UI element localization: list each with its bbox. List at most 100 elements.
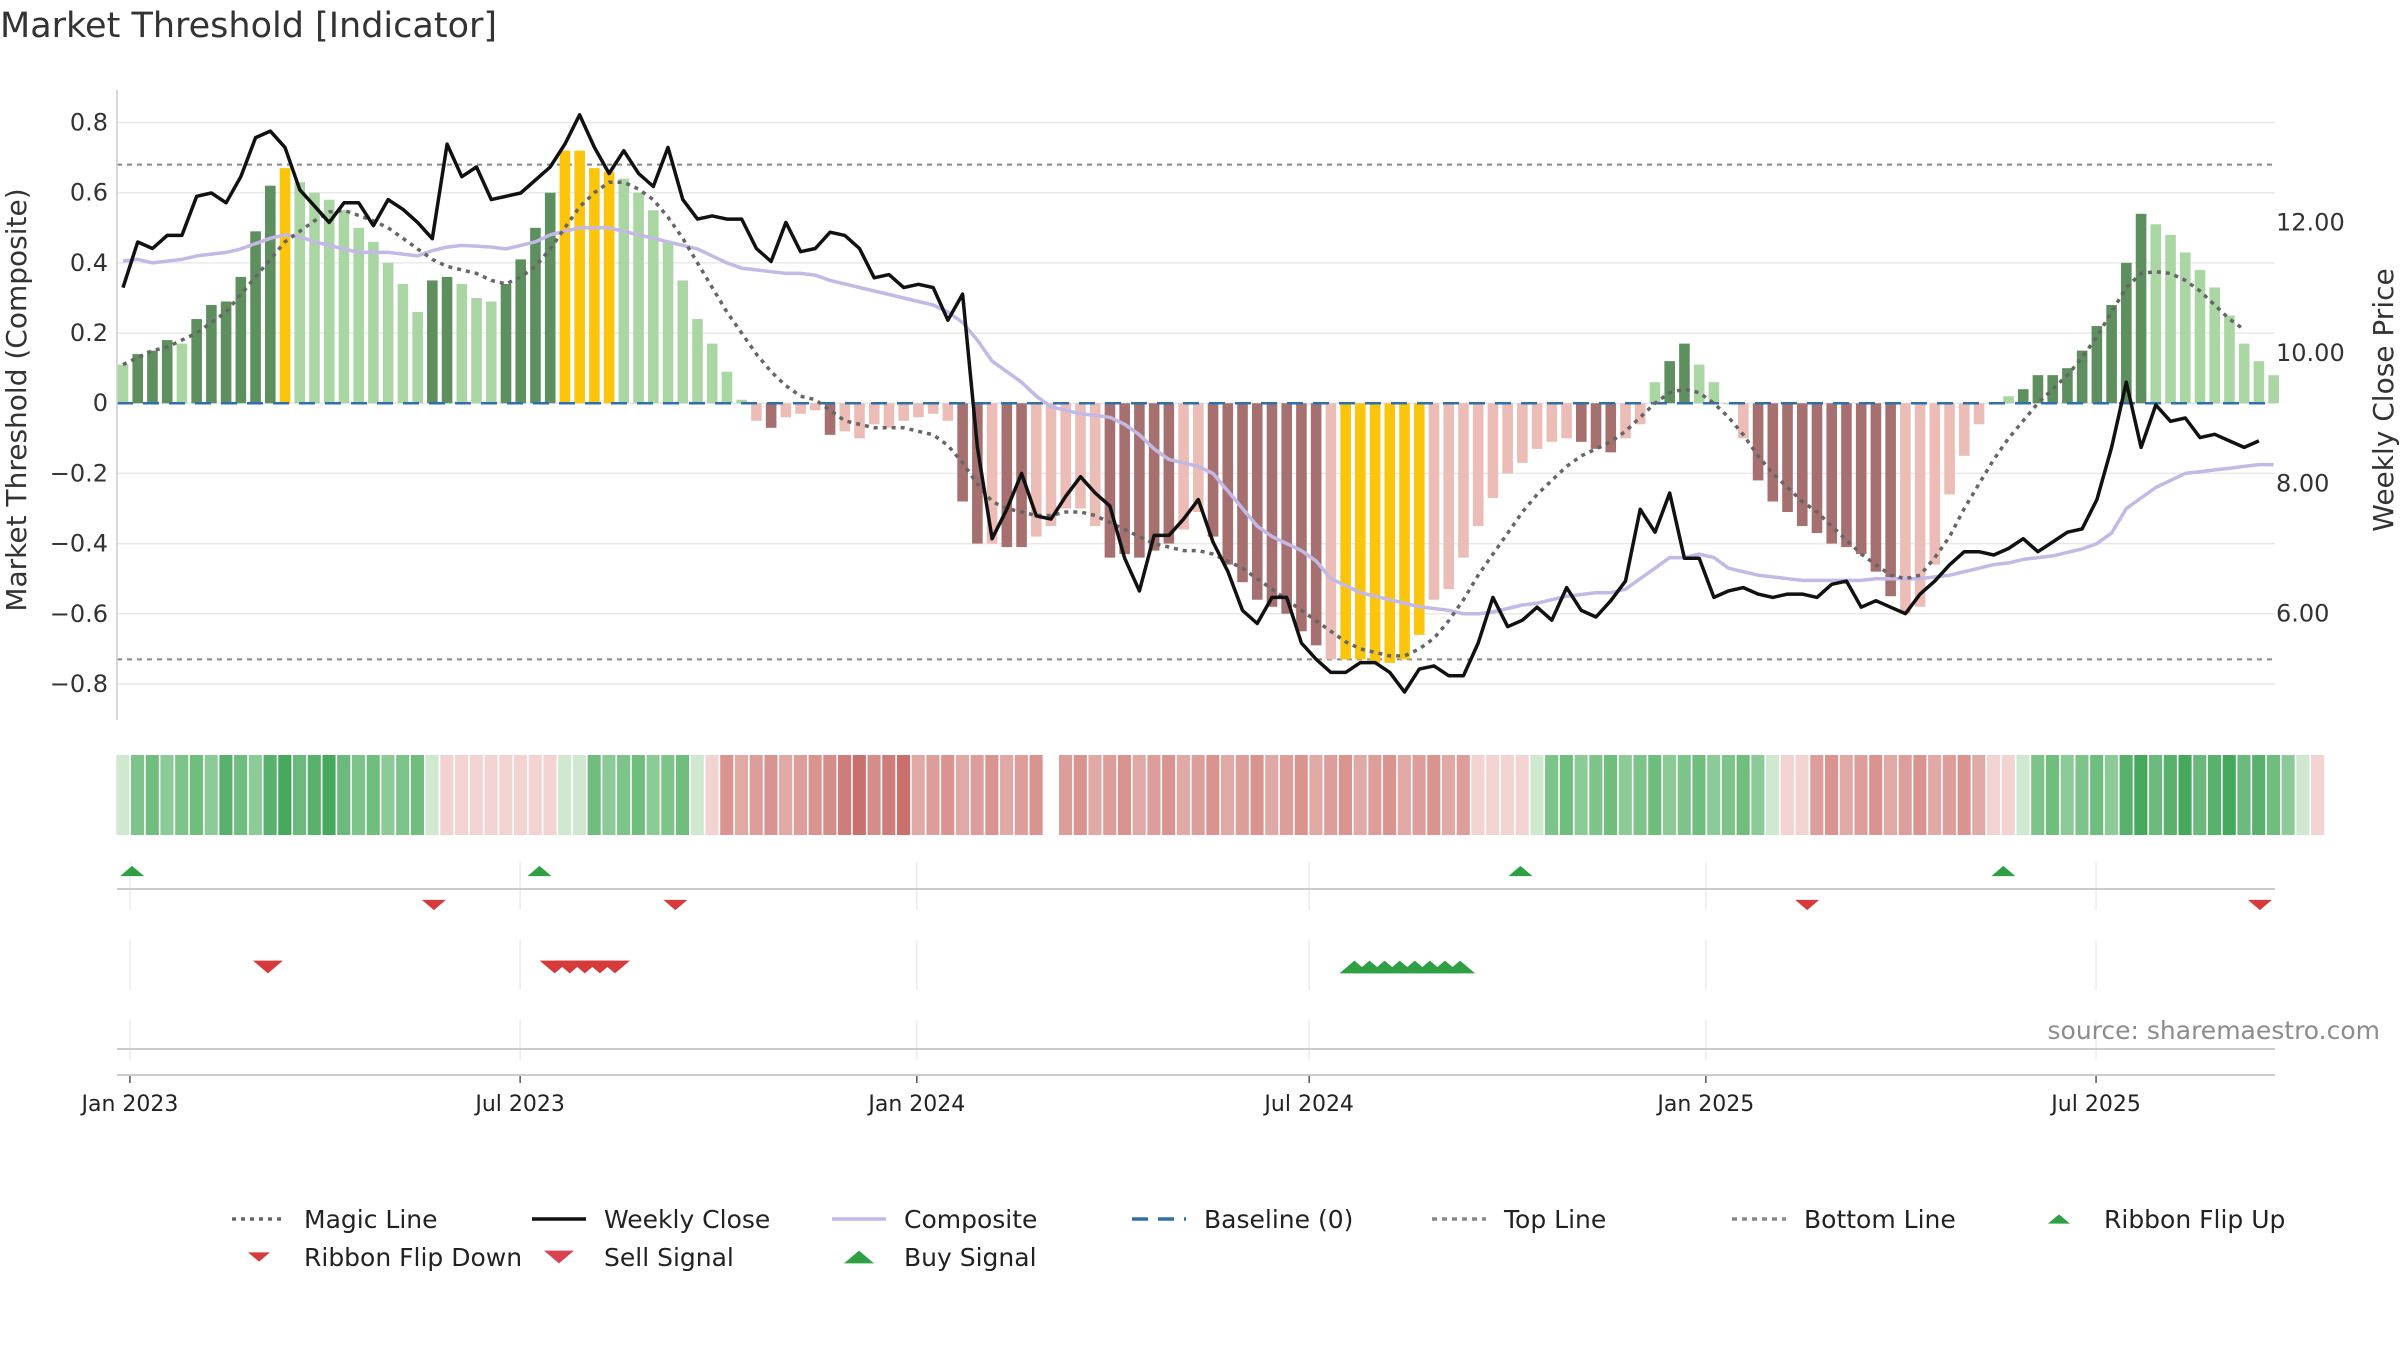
histogram-bar (1767, 403, 1779, 502)
histogram-bar (706, 343, 718, 404)
ribbon-cell (882, 755, 896, 835)
ribbon-layer (116, 755, 2325, 835)
ribbon-flip-up-marker (120, 865, 145, 877)
ribbon-cell (1088, 755, 1102, 835)
ribbon-cell (941, 755, 955, 835)
ribbon-cell (1456, 755, 1470, 835)
histogram-bar (2062, 368, 2073, 404)
ribbon-cell (558, 755, 572, 835)
ribbon-cell (366, 755, 380, 835)
ribbon-cell (1338, 755, 1352, 835)
ribbon-cell (543, 755, 557, 835)
y2-axis-title: Weekly Close Price (2367, 268, 2400, 531)
legend-item-bottom: Bottom Line (1728, 1200, 1956, 1238)
ribbon-cell (1014, 755, 1028, 835)
histogram-bar (530, 227, 541, 404)
histogram-bar (618, 178, 630, 404)
ribbon-cell (219, 755, 233, 835)
y-tick-label: −0.4 (50, 530, 108, 558)
ribbon-cell (1471, 755, 1485, 835)
histogram-bar (574, 150, 585, 404)
ribbon-cell (1839, 755, 1853, 835)
histogram-bar (1679, 343, 1690, 404)
ribbon-cell (1986, 755, 2001, 835)
histogram-bar (839, 403, 851, 432)
histogram-bar (1944, 403, 1955, 495)
histogram-bar (751, 403, 762, 421)
ribbon-cell (1147, 755, 1161, 835)
ribbon-flip-down-marker (2247, 899, 2272, 911)
ribbon-cell (1707, 755, 1721, 835)
ribbon-cell (2119, 755, 2133, 835)
histogram-bar (2194, 269, 2206, 404)
ribbon-cell (1928, 755, 1942, 835)
ribbon-cell (1029, 755, 1043, 835)
dotted-line (1732, 1217, 1786, 1221)
chart-title: Market Threshold [Indicator] (0, 6, 498, 46)
histogram-bar (206, 305, 217, 404)
x-tick-label: Jan 2023 (79, 1092, 178, 1117)
ribbon-cell (1176, 755, 1190, 835)
ribbon-cell (1235, 755, 1249, 835)
histogram-bar (721, 371, 733, 404)
histogram-bar (854, 403, 865, 439)
histogram-bar (1693, 364, 1705, 404)
ribbon-cell (410, 755, 424, 835)
ribbon-cell (2163, 755, 2177, 835)
ribbon-cell (1427, 755, 1441, 835)
histogram-bar (589, 168, 600, 404)
histogram-bar (1973, 403, 1985, 425)
ribbon-cell (1795, 755, 1809, 835)
ribbon-cell (1206, 755, 1220, 835)
ribbon-cell (469, 755, 483, 835)
ribbon-cell (838, 755, 852, 835)
legend-label: Baseline (0) (1204, 1204, 1354, 1234)
sell-signal-marker (600, 960, 630, 974)
legend-label: Top Line (1504, 1204, 1607, 1234)
ribbon-cell (646, 755, 660, 835)
ribbon-cell (2237, 755, 2251, 835)
ribbon-cell (1942, 755, 1956, 835)
histogram-bar (662, 241, 674, 404)
y2-tick-label: 12.00 (2276, 208, 2345, 236)
ribbon-cell (808, 755, 822, 835)
ribbon-cell (2266, 755, 2280, 835)
histogram-bar (132, 354, 144, 404)
histogram-bar (795, 403, 806, 414)
ribbon-cell (1441, 755, 1456, 835)
ribbon-cell (292, 755, 307, 835)
dotted-line (232, 1217, 286, 1221)
legend-label: Weekly Close (604, 1204, 771, 1234)
ribbon-cell (793, 755, 807, 835)
ribbon-cell (1898, 755, 1912, 835)
histogram-bar (2209, 287, 2221, 404)
histogram-bar (1472, 403, 1484, 527)
ribbon-cell (1766, 755, 1780, 835)
ribbon-cell (1117, 755, 1132, 835)
histogram-bar (2238, 343, 2250, 404)
histogram-bar (1148, 403, 1160, 551)
ribbon-cell (1736, 755, 1750, 835)
legend-label: Buy Signal (904, 1242, 1037, 1272)
ribbon-cell (1810, 755, 1824, 835)
histogram-bar (1738, 403, 1749, 439)
histogram-bar (1428, 403, 1440, 600)
markers-layer (120, 865, 2272, 974)
ribbon-cell (955, 755, 969, 835)
ribbon-cell (2090, 755, 2104, 835)
ribbon-cell (970, 755, 984, 835)
histogram-bar (176, 343, 188, 404)
ribbon-cell (1486, 755, 1500, 835)
ribbon-flip-down-marker (1795, 899, 1820, 911)
legend-item-composite: Composite (828, 1200, 1037, 1238)
histogram-bar (1413, 403, 1425, 635)
histogram-bar (2003, 396, 2014, 404)
ribbon-cell (2031, 755, 2045, 835)
ribbon-cell (1824, 755, 1839, 835)
ribbon-cell (852, 755, 866, 835)
ribbon-cell (396, 755, 410, 835)
ribbon-cell (2016, 755, 2030, 835)
histogram-bar (1340, 403, 1351, 660)
ribbon-cell (425, 755, 439, 835)
histogram-bar (515, 259, 527, 404)
